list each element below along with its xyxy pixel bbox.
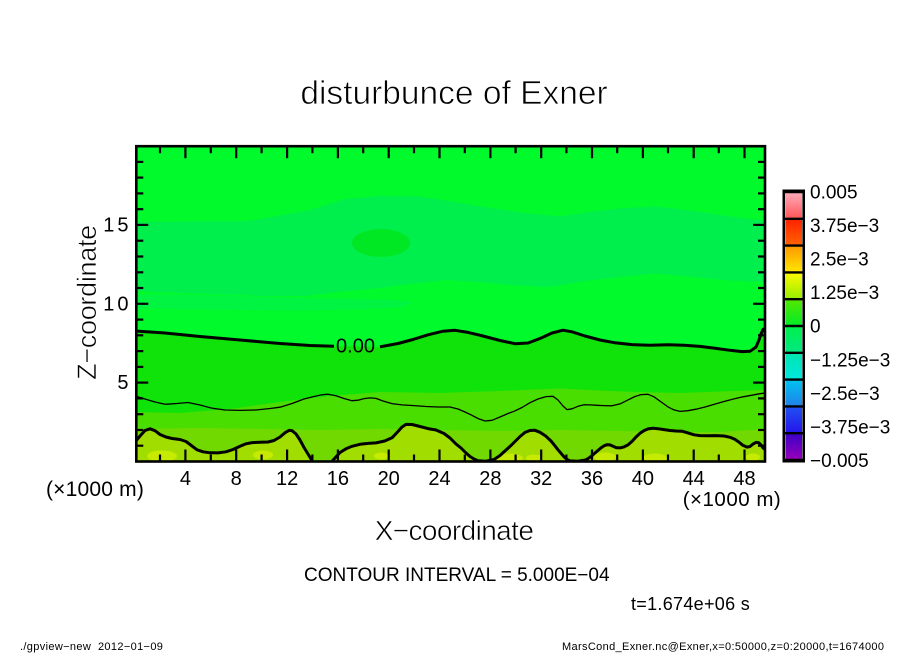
svg-text:1.25e−3: 1.25e−3 [810, 283, 879, 304]
svg-text:32: 32 [530, 468, 552, 490]
svg-text:MarsCond_Exner.nc@Exner,x=0:50: MarsCond_Exner.nc@Exner,x=0:50000,z=0:20… [562, 641, 884, 653]
svg-text:0.005: 0.005 [810, 183, 858, 204]
svg-text:X−coordinate: X−coordinate [375, 515, 534, 546]
svg-text:0: 0 [810, 317, 821, 338]
svg-text:4: 4 [180, 468, 191, 490]
svg-text:−0.005: −0.005 [810, 451, 869, 472]
svg-text:0.00: 0.00 [336, 336, 375, 358]
svg-text:−3.75e−3: −3.75e−3 [810, 417, 890, 438]
svg-text:20: 20 [378, 468, 400, 490]
svg-text:Z−coordinate: Z−coordinate [72, 225, 102, 380]
svg-text:16: 16 [327, 468, 349, 490]
svg-text:8: 8 [231, 468, 242, 490]
svg-text:24: 24 [428, 468, 450, 490]
svg-text:28: 28 [479, 468, 501, 490]
svg-text:3.75e−3: 3.75e−3 [810, 216, 879, 237]
svg-text:./gpview−new 2012−01−09: ./gpview−new 2012−01−09 [20, 641, 163, 653]
svg-text:48: 48 [733, 468, 755, 490]
svg-text:−2.5e−3: −2.5e−3 [810, 384, 880, 405]
svg-text:15: 15 [103, 214, 131, 236]
svg-text:12: 12 [276, 468, 298, 490]
svg-text:5: 5 [117, 372, 131, 394]
svg-text:disturbunce of Exner: disturbunce of Exner [300, 75, 607, 112]
svg-text:2.5e−3: 2.5e−3 [810, 250, 869, 271]
svg-text:44: 44 [683, 468, 705, 490]
svg-text:40: 40 [632, 468, 654, 490]
svg-text:36: 36 [581, 468, 603, 490]
svg-text:(×1000 m): (×1000 m) [683, 488, 782, 511]
svg-text:10: 10 [103, 293, 131, 315]
svg-text:(×1000 m): (×1000 m) [46, 478, 144, 501]
svg-text:t=1.674e+06 s: t=1.674e+06 s [631, 594, 750, 614]
svg-text:−1.25e−3: −1.25e−3 [810, 350, 890, 371]
svg-text:CONTOUR INTERVAL = 5.000E−04: CONTOUR INTERVAL = 5.000E−04 [304, 565, 610, 586]
